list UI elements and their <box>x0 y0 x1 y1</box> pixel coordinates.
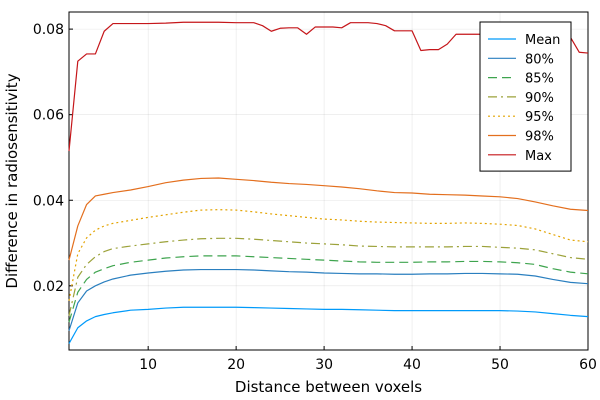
y-tick-label: 0.04 <box>33 193 64 209</box>
series-line-95pct <box>68 209 589 301</box>
x-tick-label: 50 <box>491 357 509 373</box>
y-axis-title: Difference in radiosensitivity <box>3 73 21 288</box>
y-tick-label: 0.08 <box>33 22 64 38</box>
x-tick-label: 10 <box>139 357 157 373</box>
legend-label-max: Max <box>525 149 552 164</box>
series-line-98pct <box>68 177 589 261</box>
y-tick-label: 0.02 <box>33 279 64 295</box>
x-axis-title: Distance between voxels <box>235 378 422 396</box>
x-tick-label: 60 <box>579 357 597 373</box>
series-line-80pct <box>68 268 589 331</box>
x-tick-label: 40 <box>403 357 421 373</box>
series-line-90pct <box>68 237 589 316</box>
x-tick-label: 20 <box>227 357 245 373</box>
series-line-mean <box>68 306 589 344</box>
series-line-max <box>68 21 589 152</box>
ticks-layer: 10 20 30 40 50 60 0.02 0.04 0.06 0.08 <box>33 22 597 373</box>
series-layer <box>68 21 589 344</box>
legend-label-mean: Mean <box>525 33 560 48</box>
series-line-85pct <box>68 255 589 323</box>
y-tick-label: 0.06 <box>33 108 64 124</box>
legend-label-98pct: 98% <box>525 130 554 145</box>
legend-label-95pct: 95% <box>525 110 554 125</box>
x-tick-label: 30 <box>315 357 333 373</box>
plot-frame <box>68 11 589 351</box>
legend-label-90pct: 90% <box>525 91 554 106</box>
legend-label-80pct: 80% <box>525 52 554 67</box>
legend-label-85pct: 85% <box>525 72 554 87</box>
legend: Mean 80% 85% 90% 95% 98% Max <box>479 21 572 172</box>
